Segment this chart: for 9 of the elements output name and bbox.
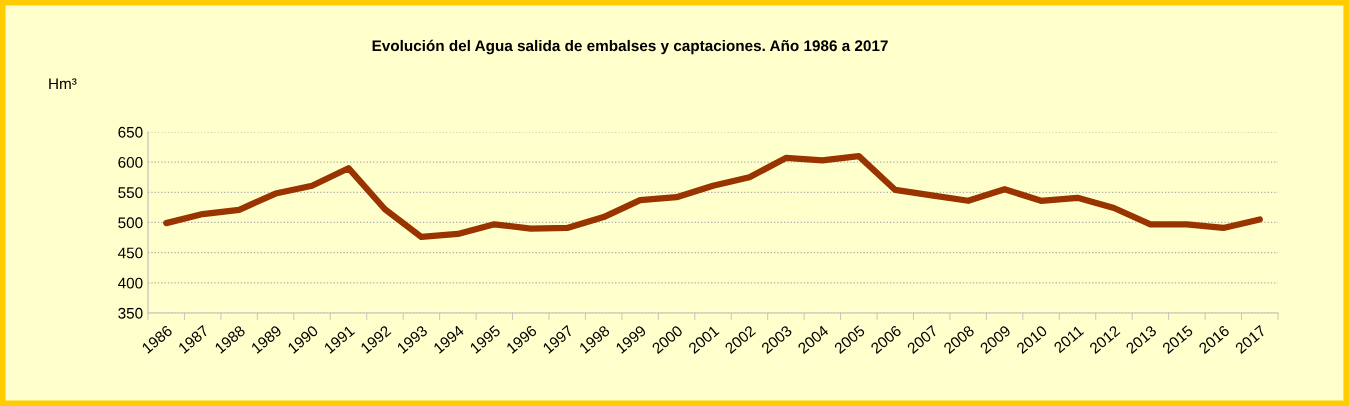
y-tick-label: 500 <box>118 217 143 229</box>
y-tick-label: 350 <box>118 307 143 319</box>
chart-title: Evolución del Agua salida de embalses y captaciones. Año 1986 a 2017 <box>372 39 888 55</box>
y-tick-label: 550 <box>118 187 143 199</box>
y-tick-label: 650 <box>118 126 143 138</box>
y-tick-label: 600 <box>118 157 143 168</box>
y-tick-label: 450 <box>118 247 143 259</box>
y-tick-label: 400 <box>118 277 143 289</box>
y-axis-title: Hm³ <box>49 78 77 89</box>
